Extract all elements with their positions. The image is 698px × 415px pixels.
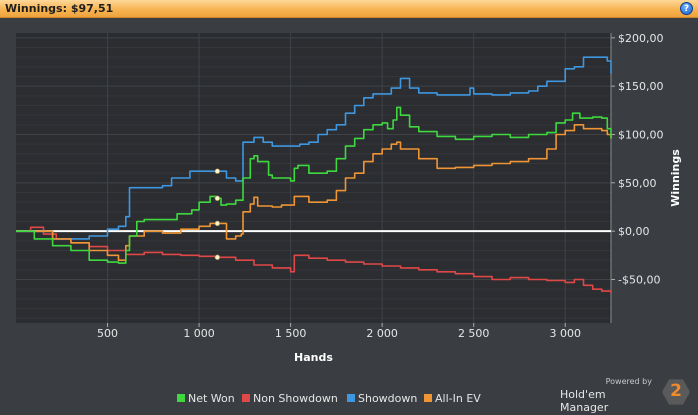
title-bar: Winnings: $97,51 ? [0,0,698,18]
series-line-all-in-ev [16,124,612,261]
legend-swatch [242,394,250,402]
help-icon[interactable]: ? [680,2,693,15]
y-tick-label: $150,00 [618,80,664,93]
legend-label: All-In EV [435,392,481,405]
y-tick-label: $100,00 [618,129,664,142]
series-line-showdown [16,56,612,240]
x-tick-label: 1 500 [275,327,307,340]
series-marker [214,168,221,175]
powered-by-text: Powered by [605,377,652,386]
legend-swatch [424,394,432,402]
y-tick-label: $200,00 [618,32,664,45]
y-axis-title: Winnings [669,149,682,207]
x-tick-label: 2 500 [458,327,490,340]
legend-label: Non Showdown [253,392,338,405]
logo-text: 2 [670,381,682,401]
holdem-manager-logo-icon: 2 [662,379,690,405]
series-line-net-won [16,106,612,264]
y-tick-label: $50,00 [618,177,657,190]
plot-area [16,33,611,323]
y-tick-label: $0,00 [618,225,650,238]
legend-label: Net Won [188,392,235,405]
branding: Powered by Hold'em Manager 2 [560,375,690,414]
legend-swatch [347,394,355,402]
series-marker [214,220,221,227]
x-tick-label: 500 [97,327,118,340]
product-name: Hold'em Manager [560,388,609,414]
window-title: Winnings: $97,51 [5,2,114,15]
x-tick-label: 1 000 [183,327,215,340]
x-axis-title: Hands [294,351,333,364]
series-line-non-showdown [16,226,612,293]
legend-label: Showdown [358,392,417,405]
y-tick-label: -$50,00 [618,274,660,287]
x-tick-label: 2 000 [366,327,398,340]
series-marker [214,195,221,202]
series-marker [214,254,221,261]
legend-swatch [177,394,185,402]
x-tick-label: 3 000 [549,327,581,340]
